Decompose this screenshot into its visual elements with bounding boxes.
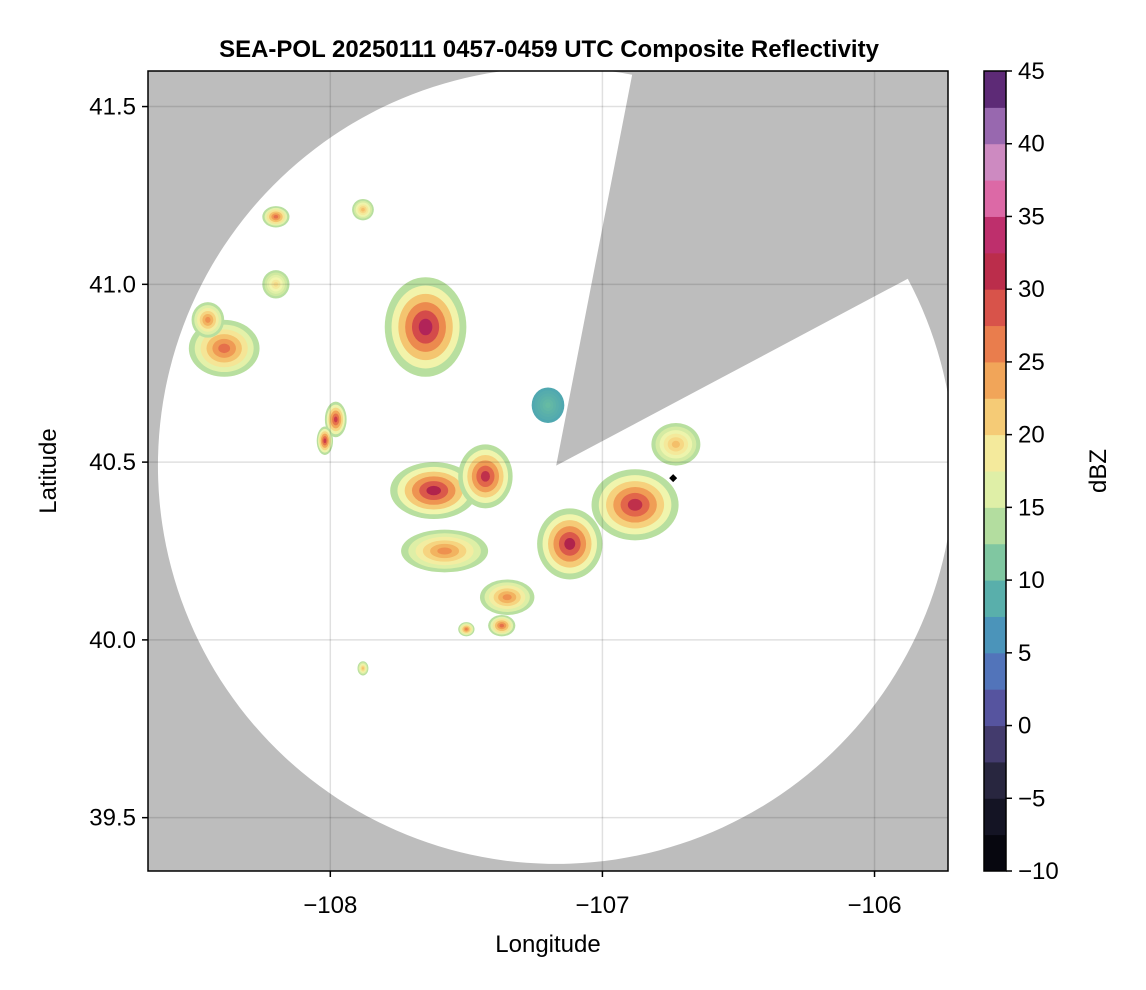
colorbar-band (984, 71, 1006, 108)
x-tick-label: −108 (303, 892, 357, 919)
echo-cell (324, 401, 347, 438)
colorbar-band (984, 143, 1006, 181)
echo-cell (316, 426, 334, 455)
colorbar-band (984, 761, 1006, 799)
colorbar-tick-label: 40 (1018, 131, 1045, 158)
colorbar-frame (983, 70, 1007, 872)
x-tick-label: −107 (575, 892, 629, 919)
echo-ring (545, 402, 551, 409)
echo-cell (384, 277, 467, 377)
y-tick-label: 40.5 (89, 449, 136, 476)
echo-cell (401, 529, 489, 573)
colorbar-band (984, 289, 1006, 327)
colorbar-label: dBZ (1085, 449, 1112, 493)
colorbar-band (984, 252, 1006, 290)
grid-lines (148, 71, 948, 871)
echo-cell (458, 444, 513, 509)
y-axis-ticks: 39.5 40.0 40.5 41.0 41.5 (89, 94, 148, 832)
colorbar-band (984, 180, 1006, 217)
colorbar-tick-label: 0 (1018, 713, 1031, 740)
x-axis-label: Longitude (495, 931, 600, 958)
echo-cell (479, 579, 535, 615)
y-tick-label: 41.5 (89, 94, 136, 121)
colorbar-band (984, 652, 1006, 690)
colorbar-band (984, 325, 1006, 363)
colorbar-tick-label: 20 (1018, 422, 1045, 449)
echo-cell (531, 387, 565, 423)
colorbar-tick-label: 35 (1018, 203, 1045, 230)
colorbar-band (984, 725, 1006, 763)
echo-cell (262, 270, 290, 299)
echo-cell (537, 508, 603, 580)
echo-ring (437, 547, 452, 555)
colorbar-tick-label: 25 (1018, 349, 1045, 376)
colorbar-band (984, 543, 1006, 581)
colorbar-band (984, 580, 1006, 617)
colorbar-band (984, 507, 1006, 545)
echo-ring (465, 628, 468, 631)
echo-cell (352, 199, 374, 221)
colorbar-band (984, 798, 1006, 836)
x-tick-label: −106 (847, 892, 901, 919)
colorbar-tick-label: 5 (1018, 640, 1031, 667)
radar-coverage-area (158, 71, 948, 864)
colorbar-tick-label: 30 (1018, 276, 1045, 303)
echo-ring (333, 416, 338, 423)
echo-ring (671, 440, 680, 448)
y-axis-label: Latitude (35, 428, 62, 513)
echo-ring (205, 316, 211, 323)
colorbar-tick-label: −5 (1018, 785, 1045, 812)
colorbar-band (984, 361, 1006, 399)
colorbar-tick-label: 10 (1018, 567, 1045, 594)
echo-ring (480, 471, 490, 482)
echo-cell (191, 302, 225, 338)
plot-area (148, 71, 948, 871)
colorbar-band (984, 398, 1006, 436)
echo-ring (499, 623, 505, 628)
colorbar-band (984, 689, 1006, 727)
colorbar-band (984, 216, 1006, 254)
echo-cell (591, 469, 679, 541)
echo-ring (426, 485, 441, 496)
echo-ring (361, 207, 365, 212)
y-tick-label: 39.5 (89, 805, 136, 832)
echo-cell (488, 615, 516, 637)
chart-title: SEA-POL 20250111 0457-0459 UTC Composite… (219, 36, 880, 63)
echo-ring (418, 318, 433, 336)
reflectivity-echoes (188, 199, 701, 676)
echo-ring (218, 343, 231, 354)
echo-ring (362, 667, 364, 670)
colorbar-band (984, 471, 1006, 508)
y-tick-label: 40.0 (89, 627, 136, 654)
colorbar-band (984, 834, 1006, 872)
plot-frame (147, 70, 949, 872)
colorbar-tick-label: 15 (1018, 494, 1045, 521)
colorbar-band (984, 434, 1006, 472)
echo-ring (273, 281, 279, 287)
echo-cell (458, 622, 475, 637)
y-tick-label: 41.0 (89, 271, 136, 298)
echo-ring (502, 594, 512, 601)
echo-cell (262, 206, 290, 228)
echo-ring (627, 498, 643, 511)
colorbar-band (984, 616, 1006, 654)
echo-cell (357, 661, 369, 676)
colorbar-tick-label: 45 (1018, 58, 1045, 85)
echo-ring (323, 438, 327, 444)
colorbar-band (984, 107, 1006, 145)
echo-cell (390, 462, 478, 519)
colorbar: −10 −5 0 5 10 15 20 25 30 35 40 45 (983, 58, 1059, 885)
site-marker (669, 474, 678, 483)
x-axis-ticks: −108 −107 −106 (303, 871, 902, 919)
colorbar-tick-label: −10 (1018, 858, 1059, 885)
echo-ring (273, 215, 279, 219)
echo-cell (651, 423, 701, 466)
echo-ring (564, 537, 576, 550)
